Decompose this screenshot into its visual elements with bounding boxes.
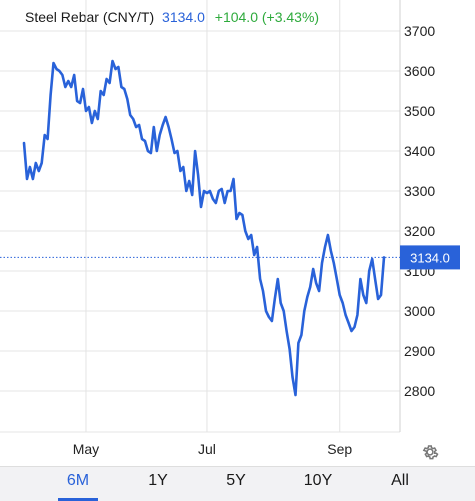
- y-tick-label: 3700: [404, 23, 435, 39]
- current-price: 3134.0: [162, 9, 205, 25]
- x-tick-label: Sep: [327, 441, 352, 457]
- y-tick-label: 3200: [404, 223, 435, 239]
- y-tick-label: 3300: [404, 183, 435, 199]
- y-tick-label: 3500: [404, 103, 435, 119]
- last-price-badge: [400, 245, 460, 270]
- line-chart[interactable]: 2800290030003100320033003400350036003700…: [0, 0, 475, 466]
- last-price-marker: 3134.0: [0, 245, 460, 270]
- grid: [0, 0, 401, 433]
- last-price-label: 3134.0: [410, 250, 450, 265]
- gear-icon[interactable]: [419, 442, 441, 464]
- x-tick-label: May: [73, 441, 99, 457]
- price-change: +104.0 (+3.43%): [214, 9, 320, 25]
- range-tab-5y[interactable]: 5Y: [226, 472, 246, 489]
- y-tick-label: 3600: [404, 63, 435, 79]
- instrument-name: Steel Rebar (CNY/T): [25, 9, 155, 25]
- gear-icon-glyph: [422, 445, 439, 460]
- series-layer: [22, 59, 386, 397]
- series-line: [22, 59, 386, 397]
- range-tab-10y[interactable]: 10Y: [303, 472, 333, 489]
- y-tick-label: 2900: [404, 343, 435, 359]
- y-tick-label: 2800: [404, 383, 435, 399]
- range-tab-6m[interactable]: 6M: [58, 467, 98, 501]
- chart-header: Steel Rebar (CNY/T) 3134.0 +104.0 (+3.43…: [25, 9, 319, 25]
- y-tick-label: 3000: [404, 303, 435, 319]
- x-tick-label: Jul: [198, 441, 216, 457]
- range-selector: 6M 1Y 5Y 10Y All: [0, 466, 475, 501]
- range-tab-all[interactable]: All: [391, 472, 409, 489]
- y-tick-label: 3400: [404, 143, 435, 159]
- x-axis: May Jul Sep: [73, 441, 353, 457]
- range-tab-1y[interactable]: 1Y: [148, 472, 168, 489]
